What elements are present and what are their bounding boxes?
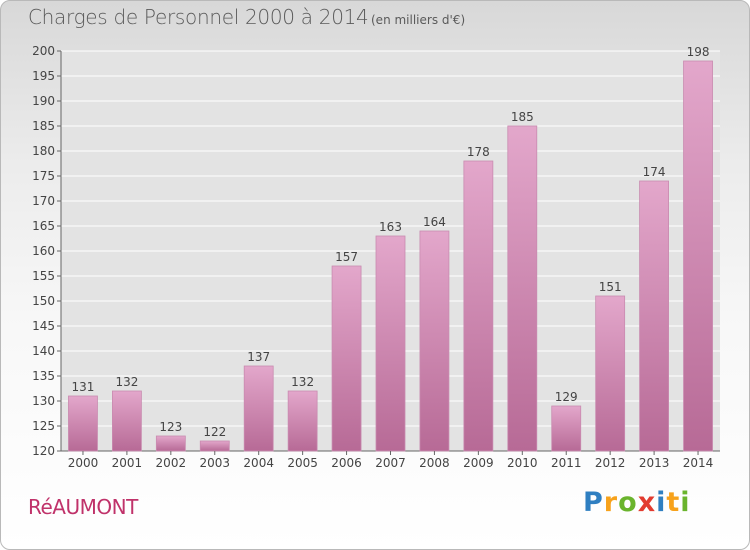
data-label-2002: 123 bbox=[159, 420, 182, 434]
data-label-2009: 178 bbox=[467, 145, 490, 159]
y-tick-label: 170 bbox=[32, 194, 55, 208]
bar-2003 bbox=[199, 440, 230, 452]
bar-2004 bbox=[243, 365, 274, 452]
chart-subtitle: (en milliers d'€) bbox=[371, 13, 466, 27]
x-tick-label: 2009 bbox=[463, 456, 494, 470]
bar-2006 bbox=[331, 265, 362, 452]
x-tick-label: 2010 bbox=[507, 456, 538, 470]
y-tick-label: 185 bbox=[32, 119, 55, 133]
data-label-2008: 164 bbox=[423, 215, 446, 229]
y-tick-label: 165 bbox=[32, 219, 55, 233]
bar-2008 bbox=[419, 230, 450, 452]
y-tick-label: 140 bbox=[32, 344, 55, 358]
commune-name: RéAUMONT bbox=[28, 495, 138, 519]
data-label-2003: 122 bbox=[203, 425, 226, 439]
x-tick-label: 2012 bbox=[595, 456, 626, 470]
x-tick-label: 2006 bbox=[331, 456, 362, 470]
x-tick-label: 2011 bbox=[551, 456, 582, 470]
bar-2007 bbox=[375, 235, 406, 452]
data-label-2007: 163 bbox=[379, 220, 402, 234]
bar-2012 bbox=[595, 295, 626, 452]
bar-2011 bbox=[551, 405, 582, 452]
bar-2001 bbox=[112, 390, 142, 452]
x-tick-label: 2000 bbox=[68, 456, 99, 470]
x-tick-label: 2007 bbox=[375, 456, 406, 470]
x-tick-label: 2004 bbox=[243, 456, 274, 470]
proxiti-logo: Proxiti bbox=[583, 487, 691, 518]
y-tick-label: 150 bbox=[32, 294, 55, 308]
data-label-2004: 137 bbox=[247, 350, 270, 364]
y-tick-label: 195 bbox=[32, 69, 55, 83]
chart-title: Charges de Personnel 2000 à 2014 bbox=[28, 5, 369, 29]
bar-2010 bbox=[507, 125, 538, 452]
x-tick-label: 2003 bbox=[199, 456, 230, 470]
bar-2000 bbox=[68, 395, 98, 452]
y-tick-label: 155 bbox=[32, 269, 55, 283]
y-tick-label: 200 bbox=[32, 44, 55, 58]
y-tick-label: 145 bbox=[32, 319, 55, 333]
bar-2009 bbox=[463, 160, 494, 452]
data-label-2001: 132 bbox=[115, 375, 138, 389]
y-tick-label: 130 bbox=[32, 394, 55, 408]
bar-2014 bbox=[683, 60, 713, 452]
data-label-2011: 129 bbox=[555, 390, 578, 404]
y-tick-label: 180 bbox=[32, 144, 55, 158]
bar-2013 bbox=[639, 180, 669, 452]
y-tick-label: 175 bbox=[32, 169, 55, 183]
data-label-2013: 174 bbox=[643, 165, 666, 179]
data-label-2010: 185 bbox=[511, 110, 534, 124]
x-tick-label: 2005 bbox=[287, 456, 318, 470]
bar-2005 bbox=[287, 390, 318, 452]
x-tick-label: 2014 bbox=[683, 456, 714, 470]
x-tick-label: 2008 bbox=[419, 456, 450, 470]
data-label-2000: 131 bbox=[72, 380, 95, 394]
x-tick-label: 2001 bbox=[112, 456, 143, 470]
y-tick-label: 135 bbox=[32, 369, 55, 383]
data-label-2006: 157 bbox=[335, 250, 358, 264]
data-label-2014: 198 bbox=[687, 45, 710, 59]
y-tick-label: 125 bbox=[32, 419, 55, 433]
x-tick-label: 2013 bbox=[639, 456, 670, 470]
data-label-2012: 151 bbox=[599, 280, 622, 294]
bar-2002 bbox=[155, 435, 186, 452]
x-tick-label: 2002 bbox=[156, 456, 187, 470]
data-label-2005: 132 bbox=[291, 375, 314, 389]
y-tick-label: 160 bbox=[32, 244, 55, 258]
y-tick-label: 190 bbox=[32, 94, 55, 108]
y-tick-label: 120 bbox=[32, 444, 55, 458]
